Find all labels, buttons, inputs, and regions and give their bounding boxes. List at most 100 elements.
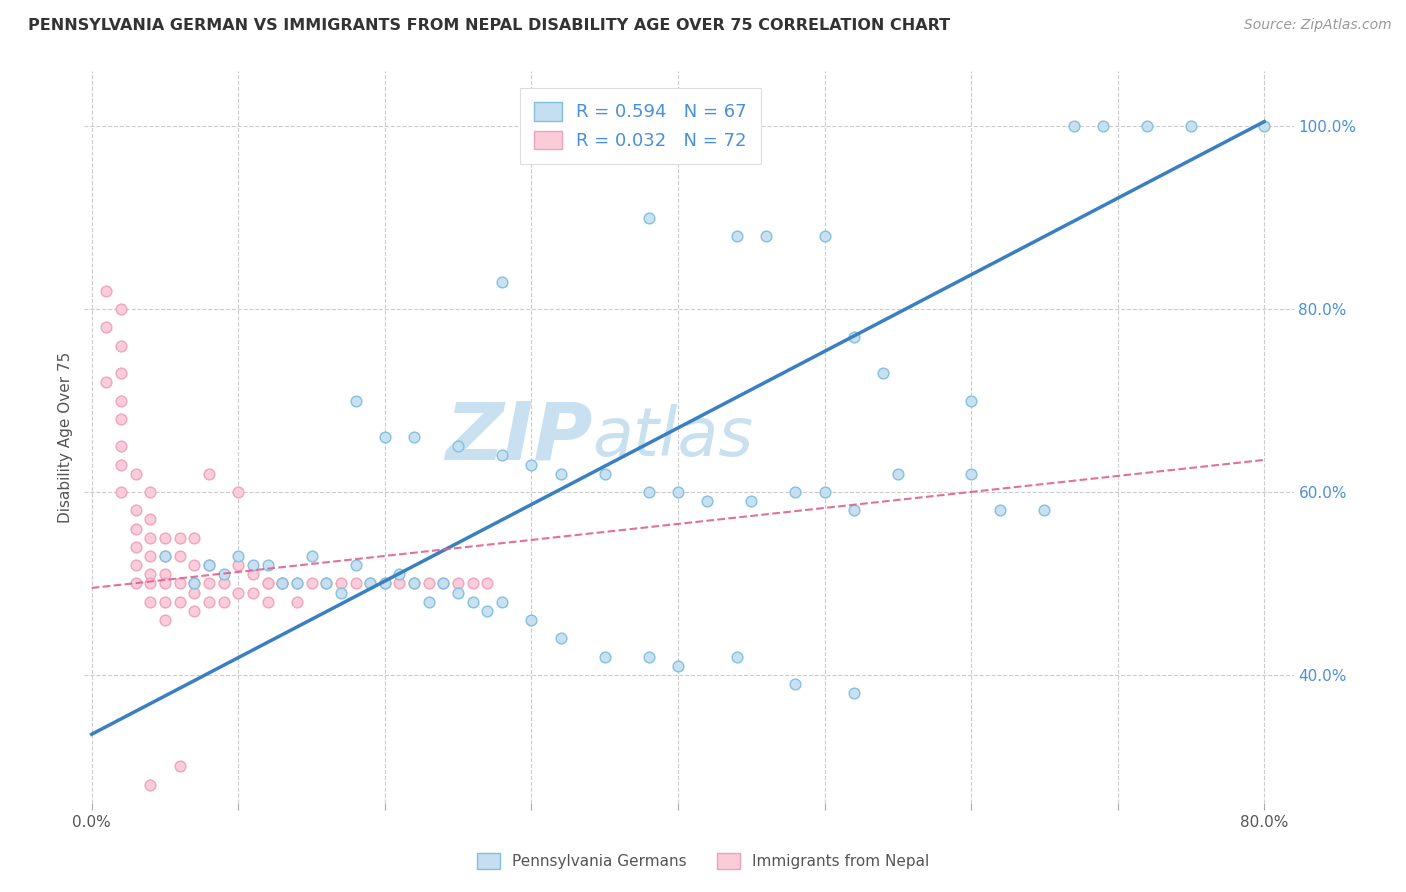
Point — [960, 467, 983, 481]
Point — [418, 594, 440, 608]
Point — [696, 494, 718, 508]
Point — [447, 439, 470, 453]
Point — [418, 576, 440, 591]
Point — [110, 412, 132, 426]
Point — [169, 594, 191, 608]
Point — [1180, 119, 1202, 133]
Point — [329, 576, 352, 591]
Point — [755, 228, 778, 243]
Point — [271, 576, 294, 591]
Point — [447, 585, 470, 599]
Point — [226, 485, 249, 500]
Point — [124, 467, 146, 481]
Point — [388, 576, 411, 591]
Point — [226, 549, 249, 563]
Point — [404, 576, 426, 591]
Point — [212, 594, 235, 608]
Point — [153, 549, 176, 563]
Point — [285, 594, 308, 608]
Point — [725, 649, 748, 664]
Point — [301, 576, 323, 591]
Point — [404, 430, 426, 444]
Point — [491, 448, 513, 462]
Point — [520, 458, 543, 472]
Point — [139, 485, 162, 500]
Point — [256, 594, 278, 608]
Point — [461, 576, 484, 591]
Point — [813, 228, 835, 243]
Point — [666, 485, 689, 500]
Text: PENNSYLVANIA GERMAN VS IMMIGRANTS FROM NEPAL DISABILITY AGE OVER 75 CORRELATION : PENNSYLVANIA GERMAN VS IMMIGRANTS FROM N… — [28, 18, 950, 33]
Point — [183, 585, 205, 599]
Point — [242, 567, 264, 582]
Point — [169, 576, 191, 591]
Point — [153, 613, 176, 627]
Point — [637, 485, 659, 500]
Point — [872, 366, 894, 380]
Point — [477, 576, 499, 591]
Text: Source: ZipAtlas.com: Source: ZipAtlas.com — [1244, 18, 1392, 32]
Point — [96, 320, 118, 334]
Point — [124, 576, 146, 591]
Point — [226, 558, 249, 573]
Point — [198, 558, 221, 573]
Point — [785, 485, 807, 500]
Text: atlas: atlas — [592, 404, 754, 470]
Point — [153, 549, 176, 563]
Point — [374, 576, 396, 591]
Point — [110, 393, 132, 408]
Point — [153, 576, 176, 591]
Point — [139, 576, 162, 591]
Point — [1063, 119, 1085, 133]
Point — [344, 576, 367, 591]
Point — [1091, 119, 1114, 133]
Point — [491, 275, 513, 289]
Point — [990, 503, 1012, 517]
Point — [887, 467, 910, 481]
Point — [842, 329, 865, 343]
Point — [593, 467, 616, 481]
Point — [388, 567, 411, 582]
Point — [110, 485, 132, 500]
Point — [198, 576, 221, 591]
Point — [110, 301, 132, 317]
Point — [447, 576, 470, 591]
Point — [550, 467, 572, 481]
Point — [256, 576, 278, 591]
Point — [315, 576, 337, 591]
Point — [315, 576, 337, 591]
Point — [110, 439, 132, 453]
Point — [96, 284, 118, 298]
Point — [432, 576, 454, 591]
Point — [139, 594, 162, 608]
Point — [842, 503, 865, 517]
Legend: Pennsylvania Germans, Immigrants from Nepal: Pennsylvania Germans, Immigrants from Ne… — [471, 847, 935, 875]
Point — [110, 458, 132, 472]
Point — [110, 366, 132, 380]
Point — [124, 503, 146, 517]
Point — [124, 540, 146, 554]
Point — [842, 686, 865, 700]
Point — [432, 576, 454, 591]
Legend: R = 0.594   N = 67, R = 0.032   N = 72: R = 0.594 N = 67, R = 0.032 N = 72 — [520, 87, 761, 164]
Point — [183, 576, 205, 591]
Point — [374, 430, 396, 444]
Point — [153, 594, 176, 608]
Point — [1136, 119, 1159, 133]
Point — [520, 613, 543, 627]
Point — [740, 494, 762, 508]
Point — [139, 531, 162, 545]
Point — [301, 549, 323, 563]
Point — [139, 549, 162, 563]
Point — [139, 778, 162, 792]
Point — [169, 549, 191, 563]
Point — [285, 576, 308, 591]
Point — [285, 576, 308, 591]
Point — [139, 512, 162, 526]
Point — [461, 594, 484, 608]
Point — [666, 658, 689, 673]
Point — [344, 558, 367, 573]
Point — [550, 632, 572, 646]
Point — [169, 759, 191, 773]
Point — [183, 604, 205, 618]
